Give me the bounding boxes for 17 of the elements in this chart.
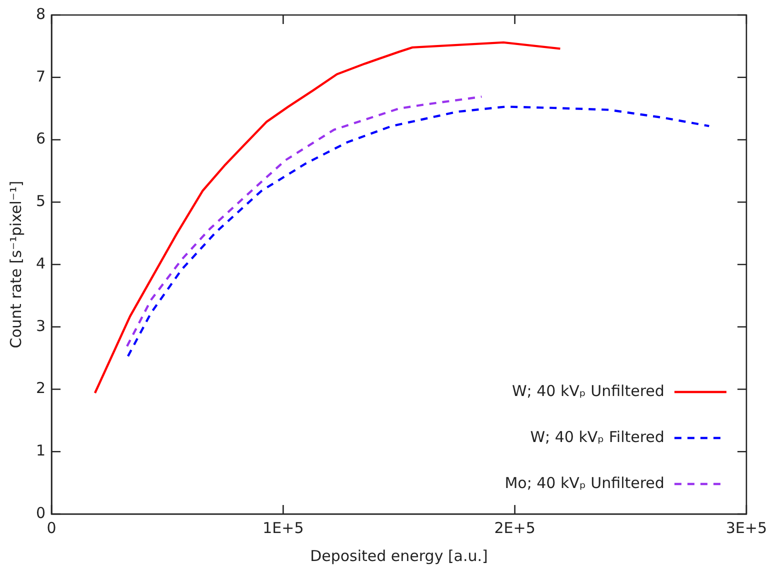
y-tick-label: 5 — [36, 192, 46, 210]
y-tick-label: 6 — [36, 130, 46, 148]
y-tick-label: 7 — [36, 67, 46, 86]
y-tick-label: 0 — [36, 504, 46, 522]
y-tick-label: 2 — [36, 379, 46, 398]
y-tick-label: 3 — [36, 316, 46, 335]
x-tick-label: 2E+5 — [494, 518, 536, 537]
y-axis-title: Count rate [s⁻¹pixel⁻¹] — [6, 180, 25, 348]
legend-label: Mo; 40 kVₚ Unfiltered — [504, 474, 664, 492]
legend-label: W; 40 kVₚ Filtered — [530, 428, 664, 446]
legend-label: W; 40 kVₚ Unfiltered — [512, 382, 664, 400]
x-tick-label: 3E+5 — [726, 518, 768, 537]
y-tick-label: 1 — [36, 442, 46, 460]
y-tick-label: 4 — [36, 254, 46, 272]
x-tick-label: 1E+5 — [262, 518, 304, 537]
y-tick-label: 8 — [36, 4, 46, 23]
x-axis-title: Deposited energy [a.u.] — [310, 546, 488, 565]
